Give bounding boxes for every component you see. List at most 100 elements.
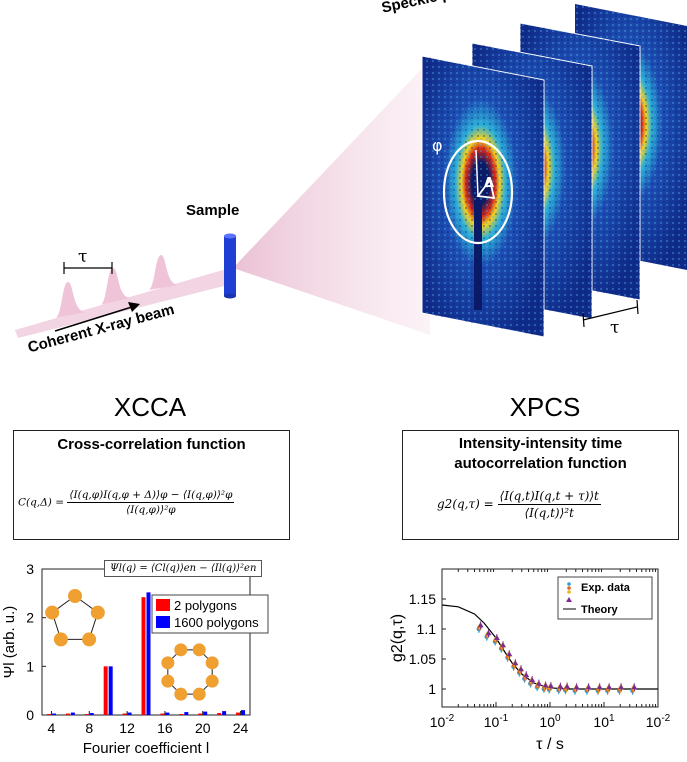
bar-1600-polygons [184,712,189,715]
pentagon-vertex [82,632,97,647]
bar-2-polygons [122,713,127,715]
y-tick-label: 3 [26,561,34,577]
exp-data-point [518,666,525,672]
x-tick-label: 4 [48,720,56,736]
delta-wedge [476,177,496,200]
bar-1600-polygons [89,713,94,715]
x-tick-label: 20 [195,720,211,736]
bar-2-polygons [84,714,89,715]
bar-1600-polygons [70,712,75,715]
delta-label: Δ [484,176,495,191]
x-tick-label: 100 [539,713,561,730]
xcca-formula-lhs: C(q,Δ) = [18,496,65,509]
exp-data-point [631,684,638,690]
legend-marker [567,590,571,594]
tau-bracket-frames [582,306,638,321]
exp-data-point [529,677,536,682]
bar-2-polygons [179,714,184,715]
beam-arrow [54,305,136,332]
pentagon-vertex [68,589,82,603]
legend-box [151,594,269,634]
exp-data-point [564,683,571,689]
xcca-formula: C(q,Δ) = ⟨I(q,φ)I(q,φ + Δ)⟩φ − ⟨I(q,φ)⟩²… [18,489,235,516]
pulse-2 [100,268,131,305]
exp-data-point [523,672,530,678]
tau-label-frames: τ [610,318,620,338]
x-tick-label: 12 [119,720,135,736]
pentagon-vertex [45,605,60,620]
scatter-legend: Exp. data Theory [557,576,653,620]
phi-label: φ [432,136,443,155]
exp-data-point [535,680,542,686]
xcca-formula-numerator: ⟨I(q,φ)I(q,φ + Δ)⟩φ − ⟨I(q,φ)⟩²φ [67,489,235,503]
octagon-vertex [174,687,188,701]
bar-2-polygons [160,713,165,715]
legend-label: Theory [581,604,619,616]
octagon-vertex [174,643,188,657]
speckle-frame-1 [421,55,545,338]
xpcs-scatter-chart: 1 1.05 1.1 1.15 10-2 10-1 100 101 10-2 Exp. data T… [389,568,671,753]
xcca-box-title: Cross-correlation function [57,436,246,453]
x-tick-label: 101 [593,713,615,730]
pentagon-vertex [90,605,105,620]
y-tick-label: 1.1 [417,621,437,637]
y-tick-label: 1 [26,658,34,674]
sample-cylinder [224,236,236,296]
bar-1600-polygons [146,592,151,715]
legend-label: 2 polygons [174,598,237,613]
exp-data-point [542,682,549,688]
pentagon-vertex [53,632,68,647]
exp-data-point [585,684,592,690]
legend-swatch [156,616,170,628]
octagon-vertex [192,687,206,701]
xpcs-box-title-line1: Intensity-intensity time [458,435,623,452]
x-axis-label: Fourier coefficient l [83,740,209,757]
bar-1600-polygons [203,711,208,715]
legend-swatch [156,599,170,611]
y-tick-label: 1 [428,681,436,697]
legend-box [557,576,653,620]
pulse-1 [55,282,86,318]
exp-data-point [500,642,507,648]
xcca-heading: XCCA [113,392,187,422]
exp-data-point [547,683,554,688]
xpcs-formula-denominator: ⟨I(q,t)⟩²t [524,506,574,520]
legend-marker [566,597,572,602]
tau-label-beam: τ [78,247,88,267]
bar-1600-polygons [51,713,56,715]
xpcs-formula-box: Intensity-intensity time autocorrelation… [402,430,679,540]
y-tick-label: 1.15 [409,591,436,607]
octagon-vertex [205,674,219,688]
bar-2-polygons [141,597,146,715]
psi-inset-formula: Ψl(q) = ⟨Cl(q)⟩en − ⟨Il(q)⟩²en [104,560,263,577]
pulse-3 [148,255,179,290]
exp-data-point [493,635,500,640]
exp-data-point [573,684,580,690]
y-tick-label: 1.05 [409,651,436,667]
legend-label: 1600 polygons [174,615,259,630]
octagon-vertex [161,674,175,688]
x-axis-label: τ / s [536,736,564,753]
x-tick-label: 8 [85,720,93,736]
xpcs-formula-lhs: g2(q,τ) = [437,497,494,511]
bar-2-polygons [103,666,108,715]
x-tick-label: 10-2 [430,713,455,730]
x-tick-label: 24 [233,720,249,736]
xcca-formula-denominator: ⟨I(q,φ)⟩²φ [126,504,176,516]
xpcs-heading: XPCS [509,392,581,422]
y-axis-label: g2(q,τ) [389,614,406,662]
xpcs-formula-numerator: ⟨I(q,t)I(q,t + τ)⟩t [497,489,601,505]
bar-2-polygons [236,712,241,715]
exp-data-point [596,684,603,690]
phi-ring [442,139,514,245]
y-tick-label: 0 [26,707,34,723]
octagon-vertex [192,643,206,657]
legend-label: Exp. data [581,582,631,594]
bar-1600-polygons [127,712,132,715]
y-axis-label: Ψl (arb. u.) [1,606,18,679]
xpcs-formula: g2(q,τ) = ⟨I(q,t)I(q,t + τ)⟩t ⟨I(q,t)⟩²t [437,489,601,520]
y-tick-label: 2 [26,610,34,626]
bar-2-polygons [65,713,70,715]
x-tick-label: 16 [157,720,173,736]
